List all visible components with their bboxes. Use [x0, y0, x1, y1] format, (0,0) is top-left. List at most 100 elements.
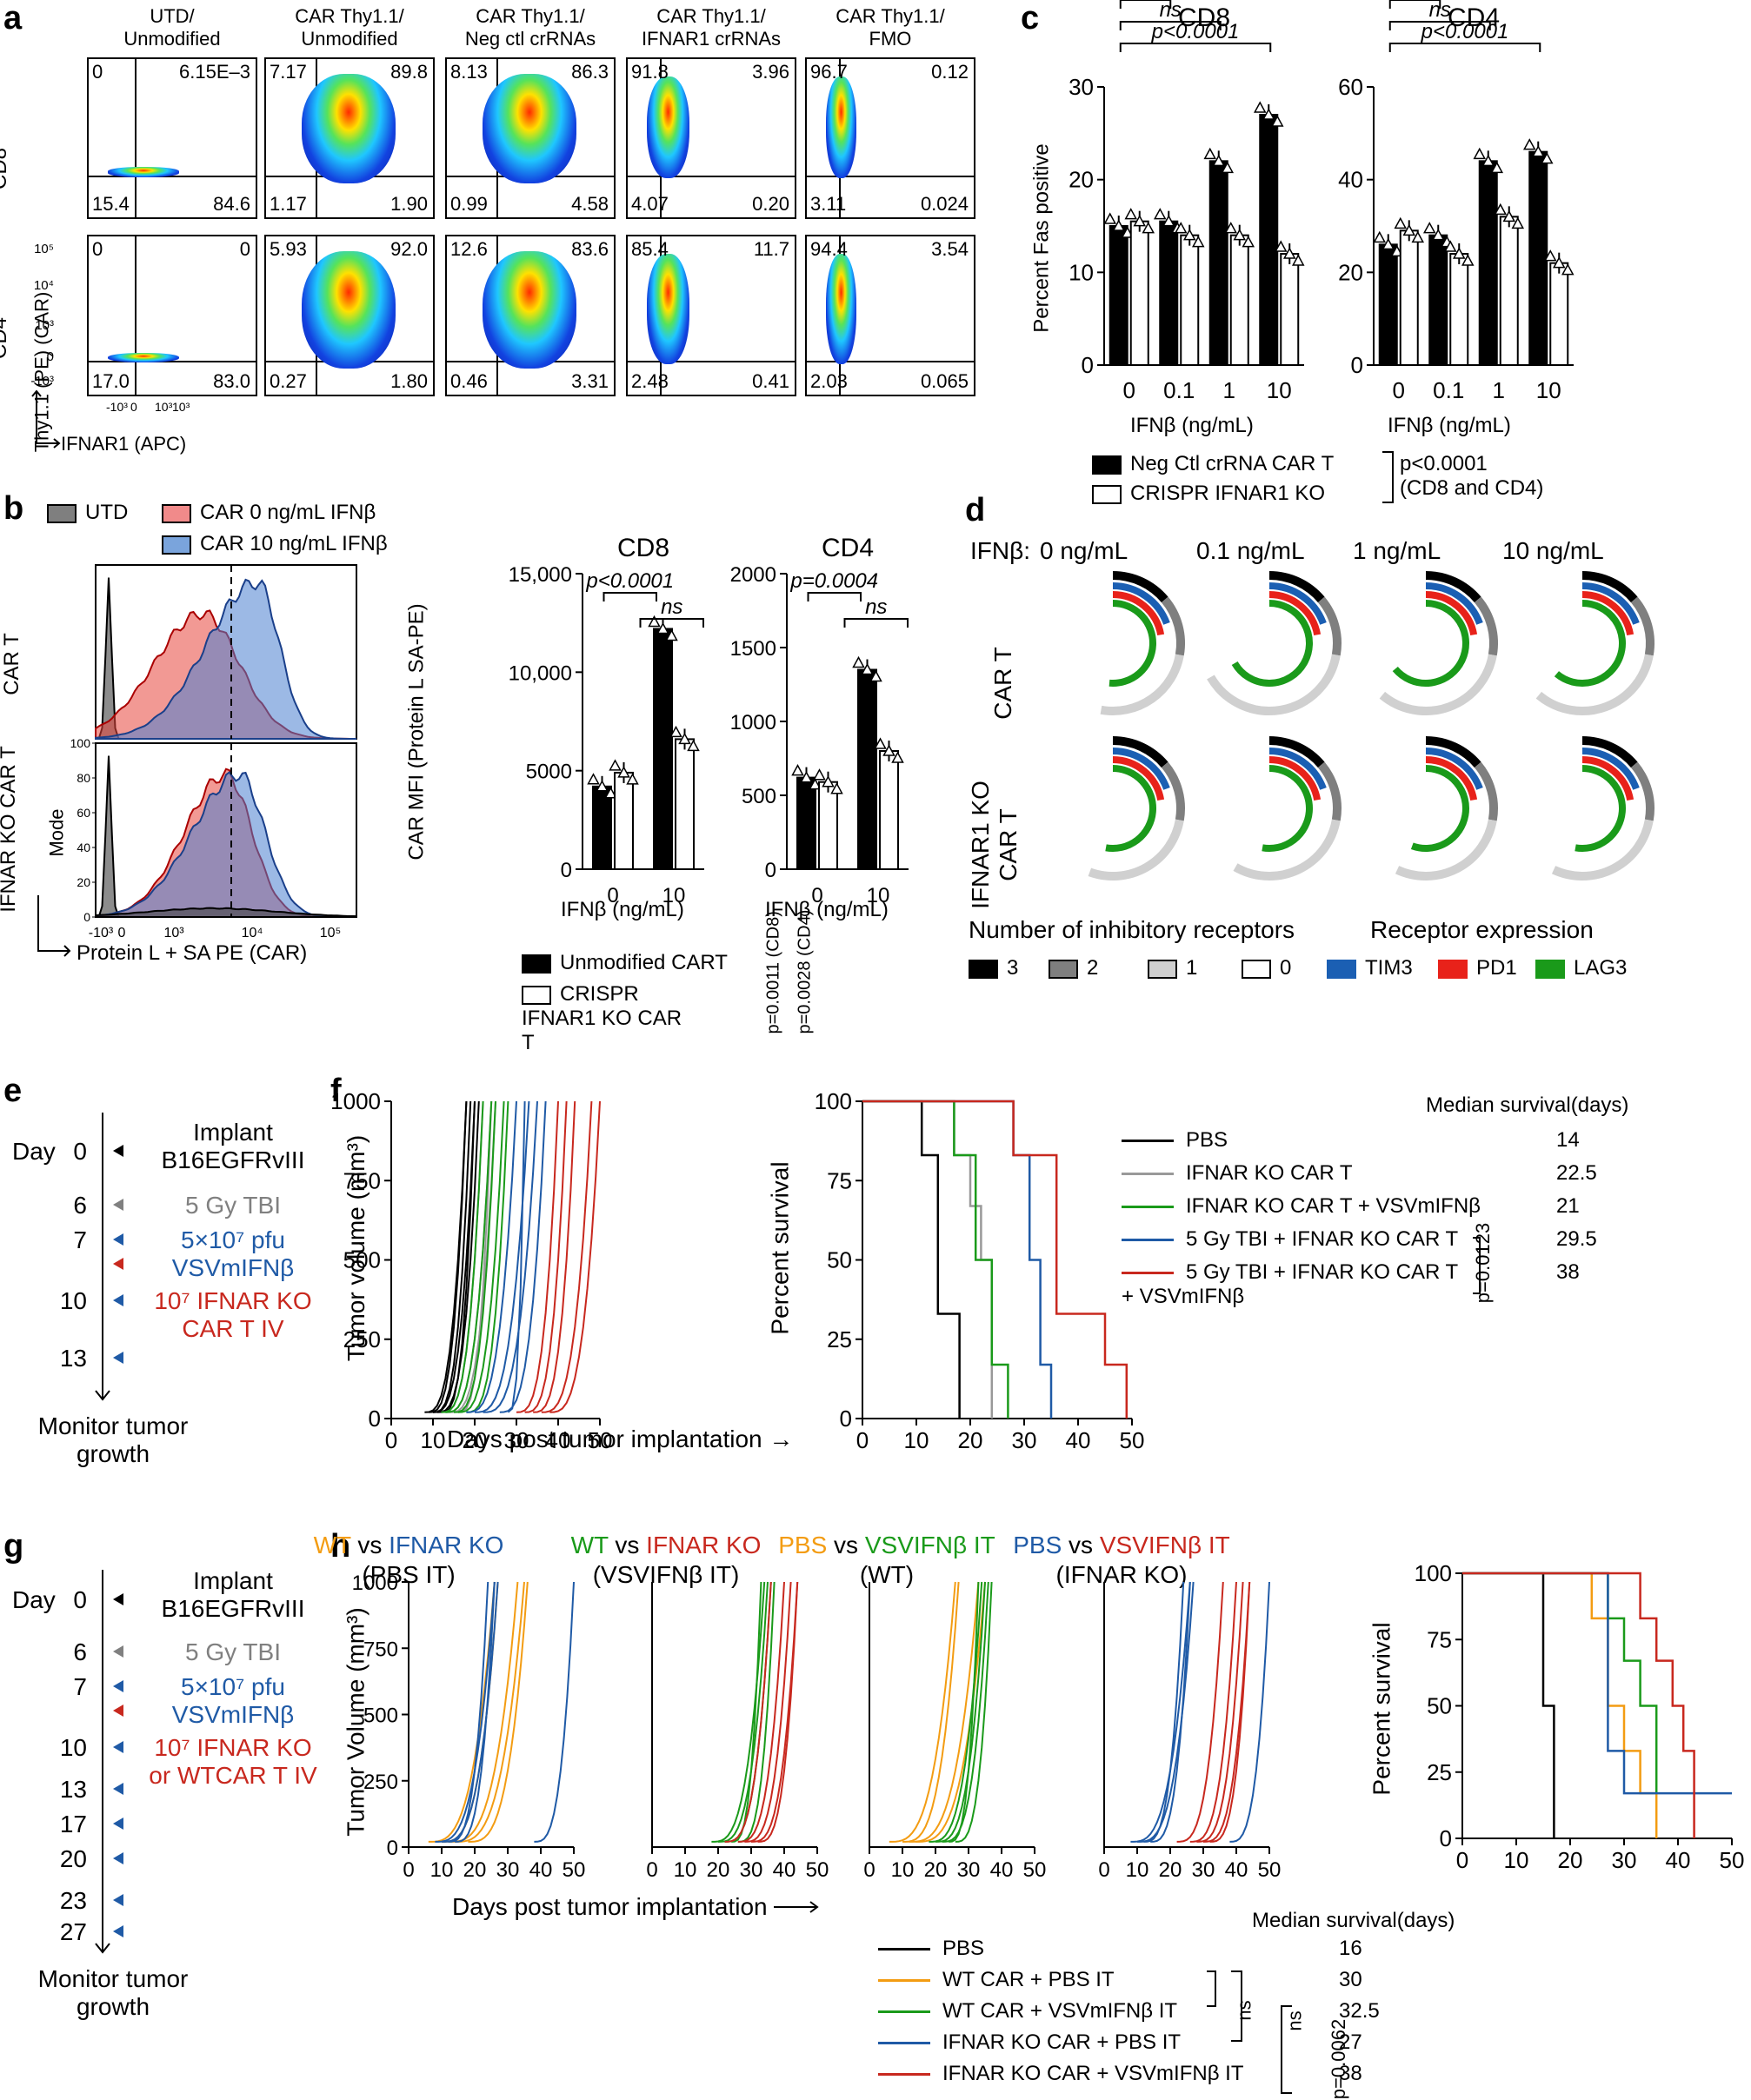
hist-x-tick: 10⁵ [320, 926, 341, 940]
bar-data-point [1502, 209, 1516, 223]
panel-c-legend-neg: Neg Ctl crRNA CAR T [1092, 452, 1334, 476]
timeline-event: or WTCAR T IV [149, 1762, 317, 1789]
quadrant-ll: 0.99 [450, 193, 488, 215]
survival-y-label: 100 [815, 1088, 852, 1114]
hist-x-tick: 10³ [163, 926, 184, 940]
survival-curve [862, 1100, 1053, 1419]
arc-count-3 [1268, 571, 1325, 603]
title-b: IFNAR KO [646, 1532, 762, 1558]
bar-data-point [1191, 236, 1205, 248]
survival-curve [862, 1100, 961, 1419]
panel-d-legend-left-title: Number of inhibitory receptors [969, 916, 1295, 943]
panel-h-label: h [330, 1528, 351, 1565]
bar-title: CD4 [1448, 3, 1500, 32]
legend-entry: PBS [1122, 1128, 1228, 1153]
quadrant-ur: 6.15E–3 [179, 61, 250, 83]
panel-h-p: p=0.0062 [1328, 2018, 1350, 2100]
panel-c-bracket [1382, 451, 1394, 503]
panel-c-ylabel: Percent Fas positive [1029, 143, 1054, 333]
quadrant-ul: 94.4 [810, 238, 848, 260]
bar-title: CD8 [617, 534, 669, 562]
bar-data-point [1431, 229, 1445, 241]
arc-tim3 [1268, 748, 1327, 790]
tumor-y-label: 0 [369, 1406, 381, 1432]
tumor-x-label: 10 [1126, 1858, 1149, 1882]
legend-line [878, 2010, 930, 2014]
timeline-day: 20 [60, 1845, 87, 1872]
bar-y-tick-label: 60 [1338, 74, 1363, 100]
timeline-marker [113, 1593, 123, 1605]
tumor-curve [750, 1581, 799, 1843]
bar-open [1499, 216, 1519, 366]
bar-open [1549, 262, 1569, 366]
bar-x-tick-label: 0.1 [1433, 377, 1464, 403]
tumor-curve [445, 1100, 493, 1413]
count-0: 0 [1242, 956, 1291, 980]
legend-line [1122, 1173, 1174, 1176]
tumor-x-label: 0 [863, 1858, 875, 1882]
bar-data-point [1531, 145, 1545, 157]
hist-car10 [95, 578, 356, 740]
timeline-marker [113, 1705, 123, 1717]
tumor-curve [516, 1100, 559, 1413]
panel-c-label: c [1021, 0, 1040, 37]
arc-count-3 [1112, 736, 1168, 768]
rec-tim3: TIM3 [1327, 956, 1413, 980]
panel-f-ylabel: Tumor volume (mm³) [343, 1134, 370, 1362]
panel-g-label: g [3, 1528, 24, 1565]
flow-x-tick: 10³ [155, 400, 173, 414]
dose-0-1: 0.1 ng/mL [1196, 537, 1305, 564]
survival-x-label: 20 [1558, 1847, 1583, 1873]
dose-0: 0 ng/mL [1040, 537, 1128, 564]
dose-1: 1 ng/mL [1353, 537, 1441, 564]
legend-entry: IFNAR KO CAR T + VSVmIFNβ [1122, 1194, 1481, 1219]
timeline-day: 7 [73, 1673, 87, 1700]
bar-data-point [1274, 240, 1288, 252]
title-a: PBS [1013, 1532, 1062, 1558]
quadrant-ll: 15.4 [92, 193, 130, 215]
survival-x-label: 40 [1066, 1427, 1091, 1453]
legend-line [1122, 1206, 1174, 1209]
legend-line [1122, 1140, 1174, 1143]
survival-x-label: 50 [1720, 1847, 1745, 1873]
legend-entry: PBS [878, 1937, 984, 1961]
tumor-curve [428, 1581, 496, 1843]
survival-x-label: 0 [1456, 1847, 1468, 1873]
timeline-footer: Monitor tumor [38, 1965, 189, 1992]
panel-a-cd8-label: CD8 [0, 147, 12, 190]
gate-horizontal [87, 361, 257, 363]
bar-data-point [800, 771, 813, 783]
bar-x-tick-label: 10 [867, 884, 890, 907]
quadrant-lr: 4.58 [571, 193, 609, 215]
quadrant-lr: 0.41 [752, 370, 789, 392]
significance-bracket [1119, 21, 1222, 30]
panel-c-bar-charts: 010203000.1110CD8p<0.0001nsp<0.000102040… [1069, 0, 1575, 403]
tumor-x-label: 20 [463, 1858, 487, 1882]
tumor-curve [483, 1100, 538, 1413]
arc-lag3 [1392, 600, 1469, 687]
bar-data-point [822, 775, 835, 788]
quadrant-ur: 11.7 [753, 238, 789, 260]
arc-count-3 [1581, 571, 1638, 603]
timeline-marker [113, 1294, 123, 1306]
panel-f-survival: 0 25 50 75 100 0 10 20 30 40 50 [815, 1088, 1145, 1453]
quadrant-ul: 8.13 [450, 61, 488, 83]
bar-data-point [1124, 208, 1138, 220]
arc-lag3 [1105, 765, 1156, 852]
gate-vertical [134, 57, 136, 219]
timeline-event: 10⁷ IFNAR KO [154, 1287, 311, 1314]
quadrant-lr: 1.90 [390, 193, 428, 215]
quadrant-ur: 0.12 [931, 61, 969, 83]
bar-filled [1259, 114, 1279, 366]
tumor-curve [711, 1581, 766, 1843]
bar-y-tick-label: 40 [1338, 167, 1363, 193]
legend-line [878, 2042, 930, 2045]
arc-count-2 [1630, 761, 1654, 821]
quadrant-lr: 0.065 [920, 370, 969, 392]
bar-y-tick-label: 5000 [526, 761, 572, 784]
bar-x-tick-label: 0 [1123, 377, 1135, 403]
title-a: WT [313, 1532, 351, 1558]
flow-x-tick: 0 [130, 400, 137, 414]
median-value: 14 [1556, 1128, 1580, 1152]
quadrant-ur: 3.54 [931, 238, 969, 260]
